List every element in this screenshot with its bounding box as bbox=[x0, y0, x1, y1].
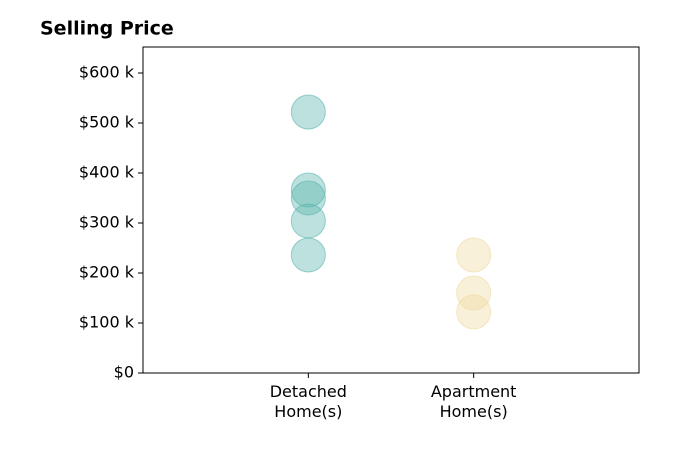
point bbox=[456, 275, 492, 311]
x-tick-label: Detached Home(s) bbox=[269, 382, 347, 421]
point bbox=[290, 203, 326, 239]
y-tick-label: $100 k bbox=[79, 313, 135, 332]
y-tick-label: $300 k bbox=[79, 213, 135, 232]
point bbox=[290, 172, 326, 208]
point bbox=[456, 237, 492, 273]
y-tick-label: $0 bbox=[114, 363, 134, 382]
chart-title: Selling Price bbox=[40, 18, 174, 40]
y-tick-label: $200 k bbox=[79, 263, 135, 282]
point bbox=[290, 237, 326, 273]
plot-frame bbox=[142, 46, 640, 374]
point bbox=[290, 94, 326, 130]
y-tick-label: $600 k bbox=[79, 63, 135, 82]
y-tick-label: $500 k bbox=[79, 113, 135, 132]
x-tick-label: Apartment Home(s) bbox=[430, 382, 517, 421]
y-tick-label: $400 k bbox=[79, 163, 135, 182]
point bbox=[456, 294, 492, 330]
